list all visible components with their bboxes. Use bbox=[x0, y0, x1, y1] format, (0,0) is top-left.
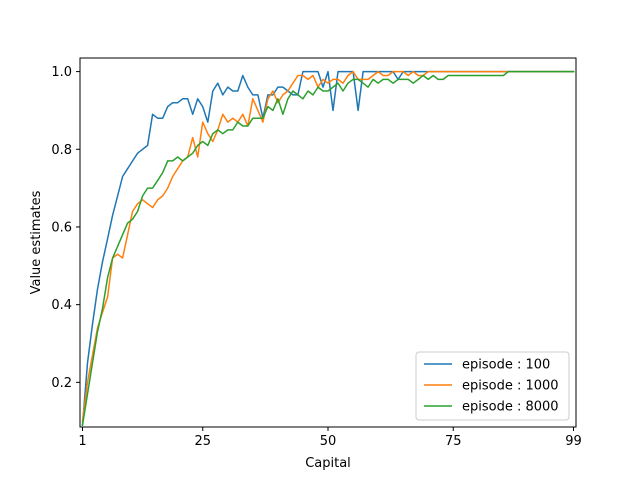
legend-box bbox=[415, 351, 570, 421]
y-axis-label: Value estimates bbox=[29, 190, 44, 294]
x-tick-label: 25 bbox=[194, 434, 211, 449]
series-line-2 bbox=[81, 70, 575, 423]
y-tick-label: 0.6 bbox=[51, 220, 72, 235]
legend-label: episode : 1000 bbox=[462, 379, 559, 394]
x-axis: 1 25 50 75 99 bbox=[78, 427, 582, 449]
x-tick-label: 50 bbox=[320, 434, 337, 449]
legend: episode : 100 episode : 1000 episode : 800… bbox=[415, 351, 570, 421]
x-tick-label: 1 bbox=[78, 434, 86, 449]
legend-label: episode : 8000 bbox=[462, 400, 559, 415]
x-axis-label: Capital bbox=[305, 456, 351, 471]
plot-lines bbox=[81, 70, 575, 426]
series-line-3 bbox=[81, 70, 575, 426]
y-axis: 0.2 0.4 0.6 0.8 1.0 bbox=[51, 65, 80, 391]
y-tick-label: 1.0 bbox=[51, 65, 72, 80]
x-tick-label: 75 bbox=[445, 434, 462, 449]
y-tick-label: 0.8 bbox=[51, 143, 72, 158]
y-tick-label: 0.2 bbox=[51, 376, 72, 391]
x-tick-label: 99 bbox=[565, 434, 582, 449]
legend-label: episode : 100 bbox=[462, 358, 550, 373]
y-tick-label: 0.4 bbox=[51, 298, 72, 313]
